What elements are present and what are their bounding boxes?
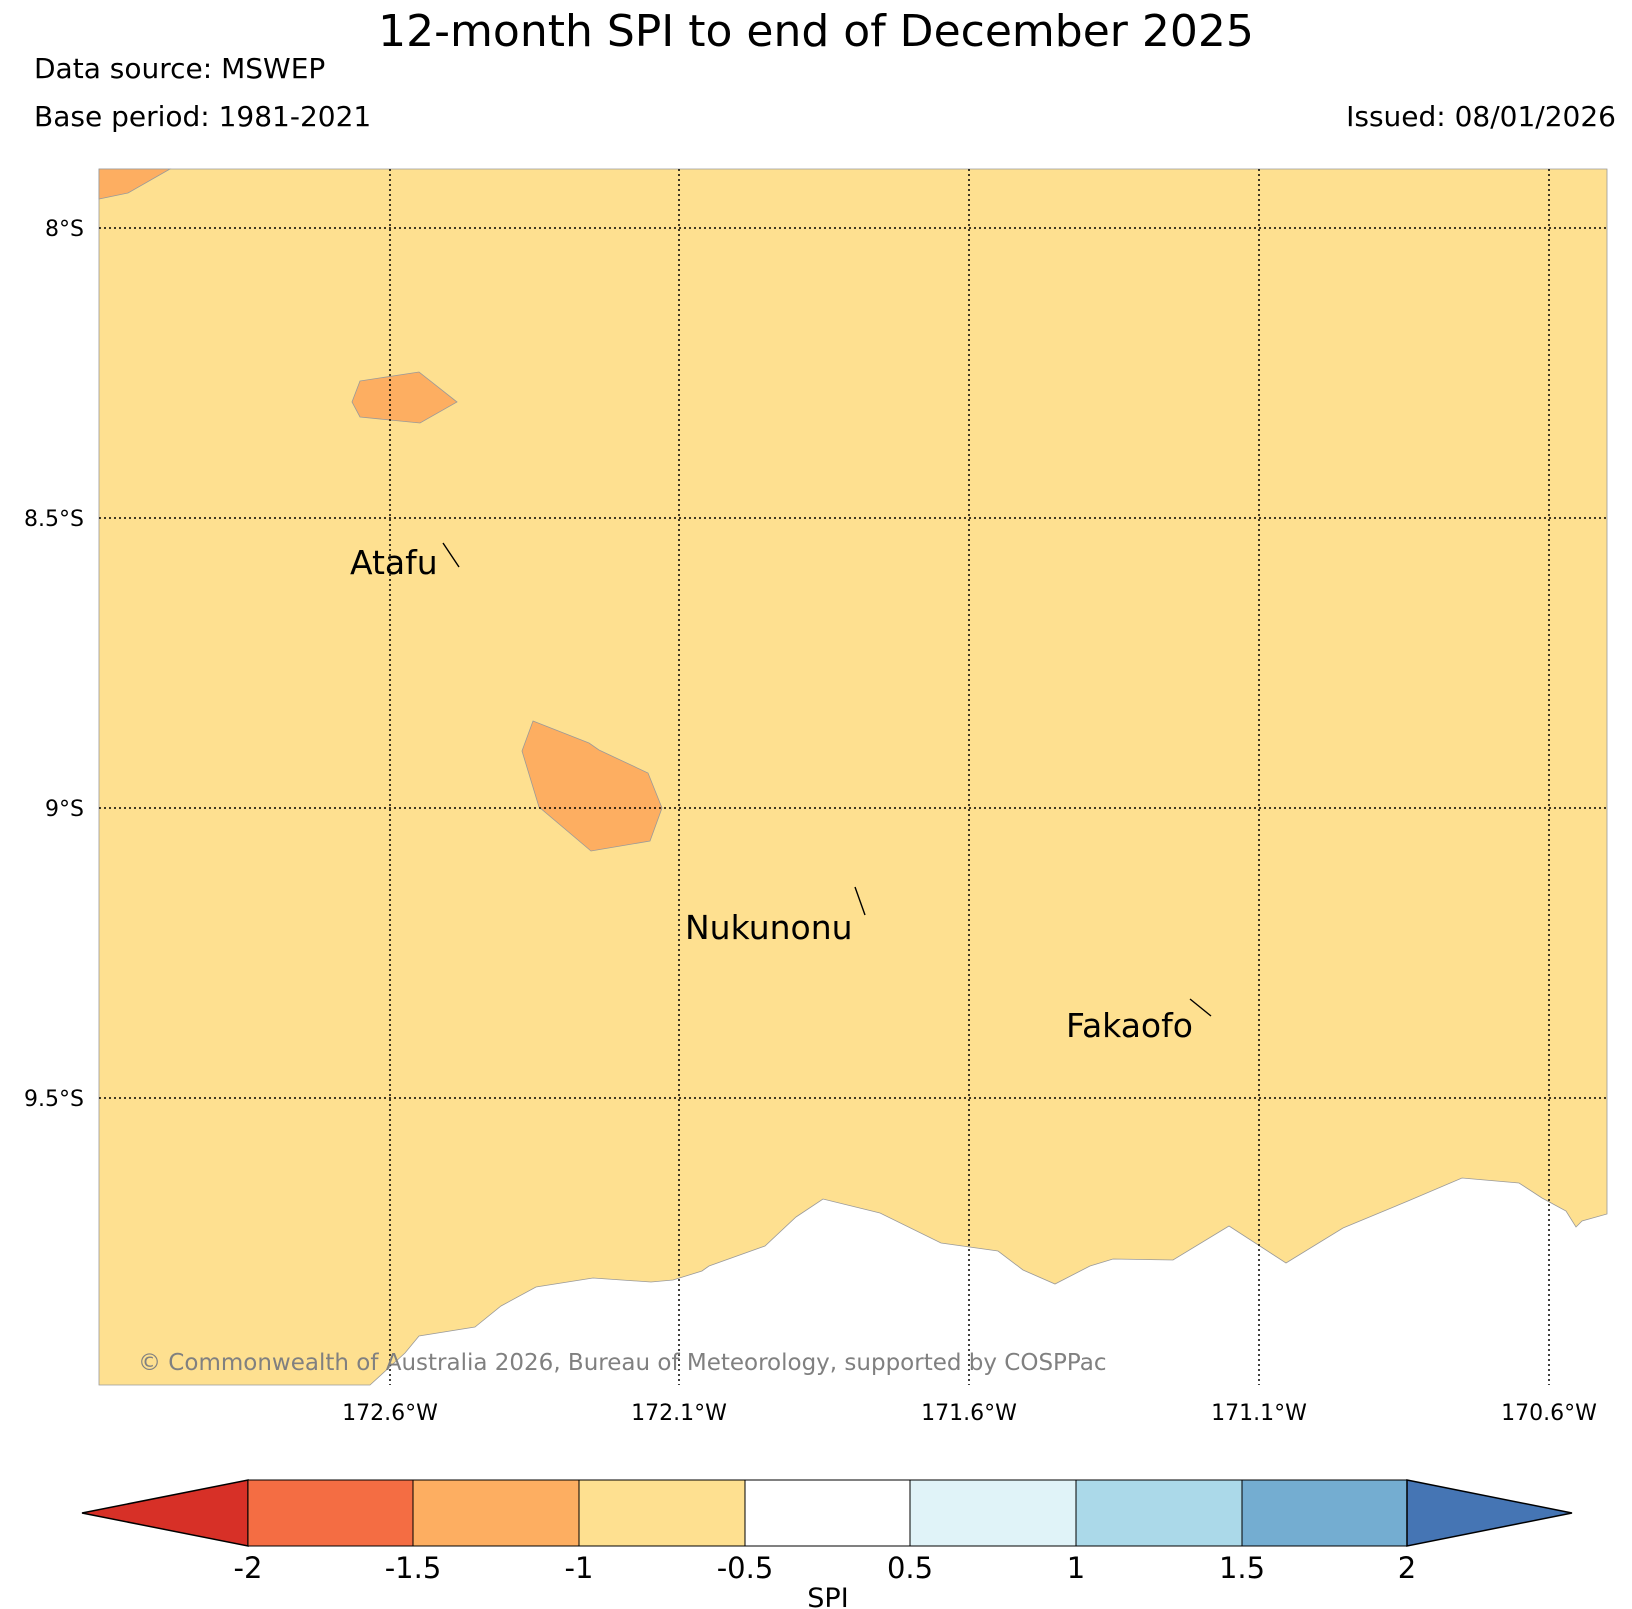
- issued-date-label: Issued: 08/01/2026: [1346, 100, 1616, 133]
- place-label-atafu: Atafu: [350, 543, 438, 582]
- colorbar-segment: [744, 1479, 911, 1547]
- atafu-atoll-outline: [442, 542, 460, 568]
- colorbar-tick-label: -0.5: [717, 1551, 774, 1585]
- colorbar-label: SPI: [807, 1583, 848, 1609]
- page-title: 12-month SPI to end of December 2025: [378, 6, 1254, 57]
- base-period-label: Base period: 1981-2021: [34, 100, 372, 133]
- lat-label: 9.5°S: [24, 1087, 84, 1112]
- copyright-notice: © Commonwealth of Australia 2026, Bureau…: [138, 1350, 1107, 1376]
- spi-severe-patch-corner: [98, 168, 172, 200]
- lat-label: 8°S: [45, 217, 84, 242]
- lon-label: 172.1°W: [631, 1401, 727, 1426]
- spi-dry-region: [98, 168, 1608, 1386]
- colorbar-tick-label: 2: [1398, 1551, 1416, 1585]
- colorbar-tick-label: -2: [234, 1551, 263, 1585]
- data-source-label: Data source: MSWEP: [34, 52, 326, 85]
- colorbar-segment: [247, 1479, 414, 1547]
- colorbar-tick-label: 1.5: [1219, 1551, 1265, 1585]
- lon-label: 170.6°W: [1501, 1401, 1597, 1426]
- map-panel: 8°S 8.5°S 9°S 9.5°S 172.6°W 172.1°W 171.…: [24, 168, 1608, 1426]
- colorbar-tick-label: -1.5: [385, 1551, 442, 1585]
- spi-severe-patch-central: [521, 720, 663, 852]
- lon-label: 171.1°W: [1211, 1401, 1307, 1426]
- nukunonu-atoll-outline: [854, 886, 866, 916]
- lon-label: 172.6°W: [342, 1401, 438, 1426]
- graticule: [99, 169, 1607, 1385]
- lat-label: 9°S: [45, 797, 84, 822]
- colorbar-segment: [1241, 1479, 1408, 1547]
- fakaofo-atoll-outline: [1189, 998, 1212, 1017]
- colorbar-extend-low: [81, 1479, 249, 1547]
- spi-severe-patch-north: [351, 371, 458, 424]
- lon-label: 171.6°W: [921, 1401, 1017, 1426]
- colorbar-segment: [578, 1479, 746, 1547]
- colorbar-tick-label: 1: [1067, 1551, 1085, 1585]
- colorbar-tick-label: 0.5: [887, 1551, 933, 1585]
- colorbar-segment: [1075, 1479, 1243, 1547]
- place-label-nukunonu: Nukunonu: [685, 908, 853, 947]
- colorbar-tick-label: -1: [565, 1551, 594, 1585]
- colorbar-segment: [909, 1479, 1077, 1547]
- lat-label: 8.5°S: [24, 507, 84, 532]
- colorbar-extend-high: [1406, 1479, 1573, 1547]
- colorbar-segment: [412, 1479, 580, 1547]
- place-label-fakaofo: Fakaofo: [1066, 1006, 1193, 1045]
- spi-colorbar: -2 -1.5 -1 -0.5 0.5 1 1.5 2 SPI: [81, 1479, 1573, 1609]
